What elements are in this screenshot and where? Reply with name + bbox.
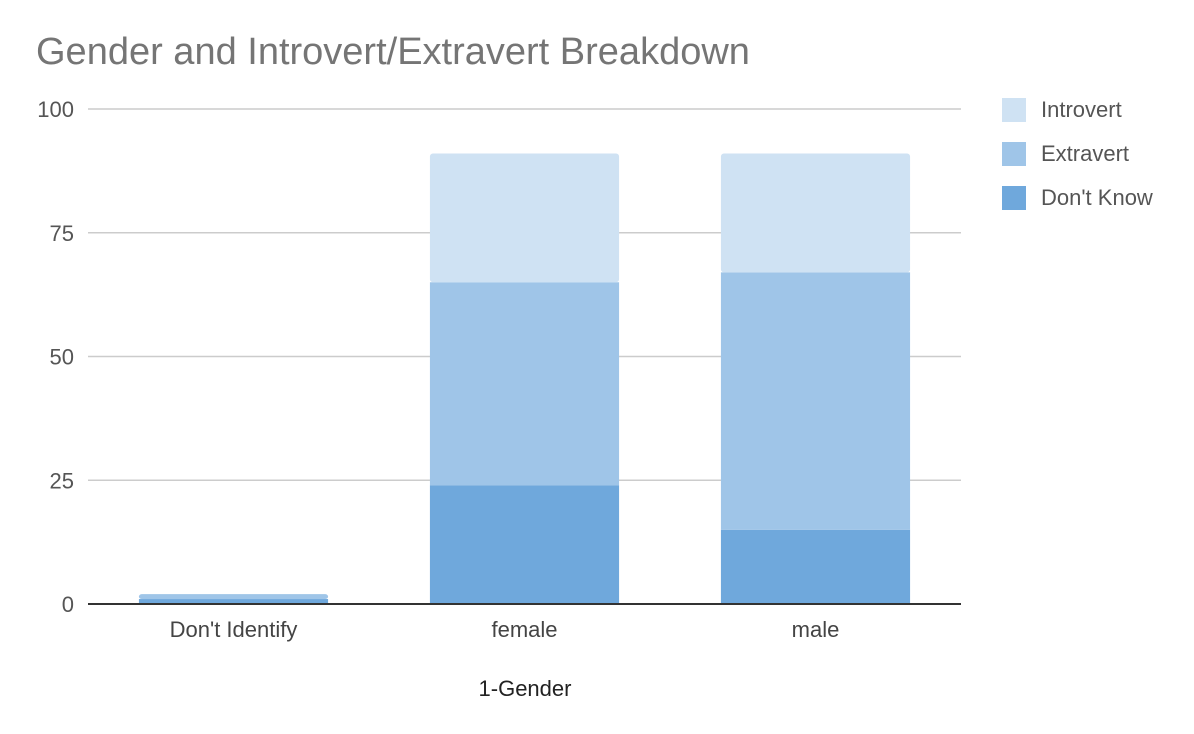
legend-label: Extravert — [1041, 141, 1129, 166]
bar-segment-introvert — [429, 153, 620, 283]
legend-label: Don't Know — [1041, 185, 1153, 210]
legend: Introvert Extravert Don't Know — [1002, 97, 1153, 210]
y-tick-label: 0 — [62, 592, 74, 617]
x-axis-title: 1-Gender — [479, 676, 572, 701]
bar-segment-extravert — [720, 272, 911, 530]
bars — [138, 153, 911, 604]
axes: 0 25 50 75 100 Don't Identify female male — [37, 97, 961, 642]
x-tick-label: male — [792, 617, 840, 642]
bar-segment-don-t-know — [138, 599, 329, 604]
x-tick-label: Don't Identify — [170, 617, 298, 642]
x-tick-label: female — [491, 617, 557, 642]
y-tick-label: 50 — [50, 345, 74, 370]
y-tick-label: 75 — [50, 221, 74, 246]
bar-segment-don-t-know — [720, 529, 911, 604]
y-tick-label: 25 — [50, 468, 74, 493]
legend-label: Introvert — [1041, 97, 1122, 122]
chart-title: Gender and Introvert/Extravert Breakdown — [36, 31, 750, 73]
bar-segment-extravert — [429, 282, 620, 486]
bar-segment-don-t-know — [429, 485, 620, 604]
legend-swatch — [1002, 98, 1026, 122]
legend-swatch — [1002, 142, 1026, 166]
legend-swatch — [1002, 186, 1026, 210]
bar-segment-introvert — [720, 153, 911, 273]
y-tick-label: 100 — [37, 97, 74, 122]
bar-segment-extravert — [138, 594, 329, 600]
